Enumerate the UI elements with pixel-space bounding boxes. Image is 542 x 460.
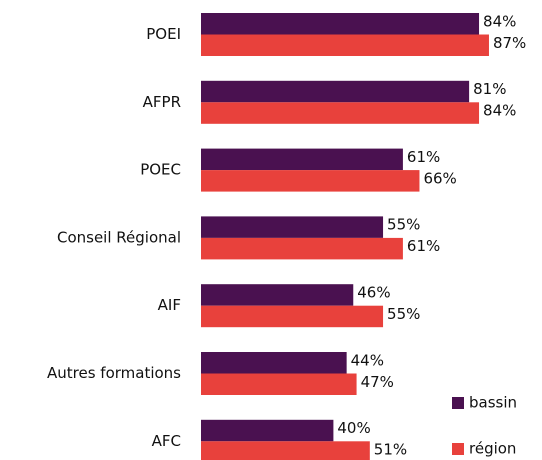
legend-swatch [452, 397, 464, 409]
legend-swatch [452, 443, 464, 455]
bar [201, 419, 334, 442]
y-tick-label: Autres formations [47, 364, 181, 382]
legend-label: région [469, 440, 516, 458]
value-label: 84% [483, 102, 516, 120]
value-label: 61% [407, 148, 440, 166]
bar [201, 352, 347, 374]
y-tick-label: POEI [146, 25, 181, 43]
value-label: 55% [387, 305, 420, 323]
value-label: 66% [423, 169, 456, 187]
y-tick-label: POEC [140, 161, 181, 179]
value-label: 46% [357, 283, 390, 301]
value-label: 40% [337, 419, 370, 437]
value-label: 51% [374, 441, 407, 459]
bar [201, 13, 480, 35]
bar [201, 441, 370, 460]
y-tick-label: AFPR [143, 93, 181, 111]
y-tick-label: AIF [158, 296, 181, 314]
bar [201, 80, 470, 103]
value-label: 87% [493, 34, 526, 52]
bar [201, 284, 354, 306]
legend-label: bassin [469, 394, 517, 412]
bar [201, 237, 403, 260]
bar [201, 34, 489, 56]
bar [201, 373, 357, 395]
value-label: 47% [361, 373, 394, 391]
y-tick-label: Conseil Régional [57, 228, 181, 246]
bar [201, 102, 480, 124]
y-tick-label: AFC [152, 432, 181, 450]
bar [201, 148, 403, 171]
value-label: 44% [351, 351, 384, 369]
value-label: 81% [473, 80, 506, 98]
value-label: 84% [483, 12, 516, 30]
bar [201, 305, 384, 328]
value-label: 61% [407, 237, 440, 255]
bar [201, 216, 384, 238]
value-label: 55% [387, 216, 420, 234]
bar [201, 170, 420, 192]
